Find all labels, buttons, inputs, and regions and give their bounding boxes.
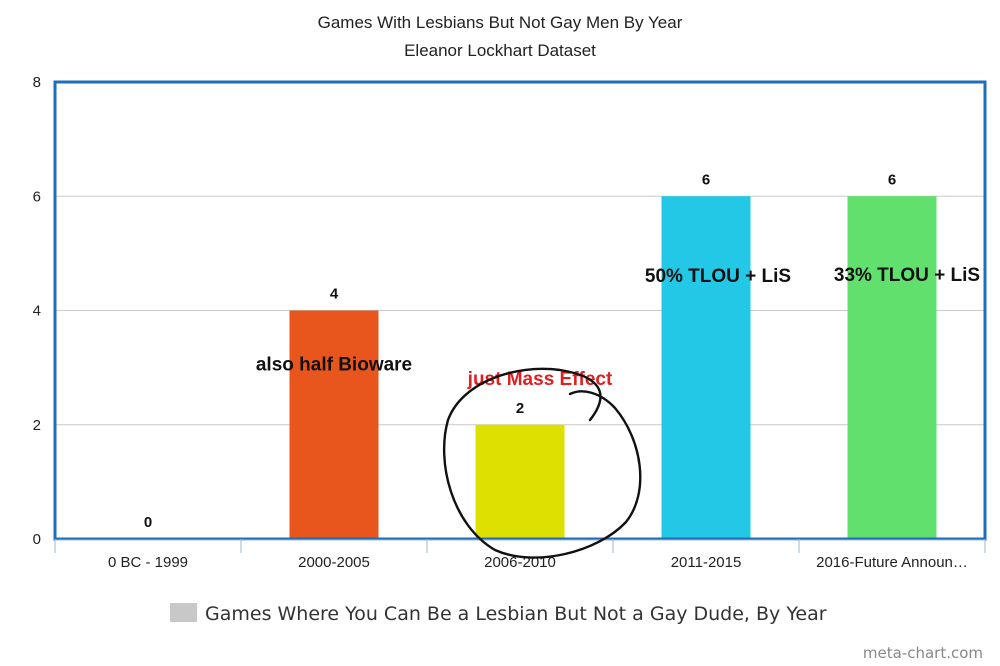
plot-border — [53, 80, 987, 541]
data-label: 4 — [330, 286, 339, 303]
annotation: 50% TLOU + LiS — [645, 266, 791, 287]
data-labels: 0 4 2 6 6 — [144, 171, 896, 531]
bar — [289, 310, 379, 539]
watermark: meta-chart.com — [863, 644, 983, 662]
x-tick-label: 2011-2015 — [671, 554, 742, 571]
chart-subtitle: Eleanor Lockhart Dataset — [404, 41, 596, 60]
y-tick-label: 2 — [33, 417, 41, 434]
data-label: 2 — [516, 400, 524, 417]
x-axis: 0 BC - 1999 2000-2005 2006-2010 2011-2015 20… — [54, 539, 986, 571]
x-tick-label: 2000-2005 — [298, 554, 370, 571]
y-axis-ticks: 0 2 4 6 8 — [33, 74, 41, 548]
y-tick-label: 4 — [33, 303, 41, 320]
hand-drawn-circle — [442, 367, 642, 559]
data-label: 6 — [888, 171, 896, 188]
annotation: 33% TLOU + LiS — [834, 265, 980, 286]
data-label: 0 — [144, 514, 152, 531]
bars — [289, 196, 937, 539]
x-tick-label: 0 BC - 1999 — [108, 554, 188, 571]
annotation: also half Bioware — [256, 354, 412, 375]
bar — [847, 196, 937, 539]
bar — [661, 196, 751, 539]
y-tick-label: 8 — [33, 74, 41, 91]
y-tick-label: 0 — [33, 531, 41, 548]
legend-swatch — [170, 603, 197, 622]
legend: Games Where You Can Be a Lesbian But Not… — [170, 603, 827, 625]
bar — [475, 424, 565, 539]
legend-label: Games Where You Can Be a Lesbian But Not… — [205, 603, 827, 625]
data-label: 6 — [702, 171, 710, 188]
x-tick-label: 2016-Future Announ… — [816, 554, 968, 571]
y-tick-label: 6 — [33, 188, 41, 205]
chart-title: Games With Lesbians But Not Gay Men By Y… — [318, 13, 683, 32]
